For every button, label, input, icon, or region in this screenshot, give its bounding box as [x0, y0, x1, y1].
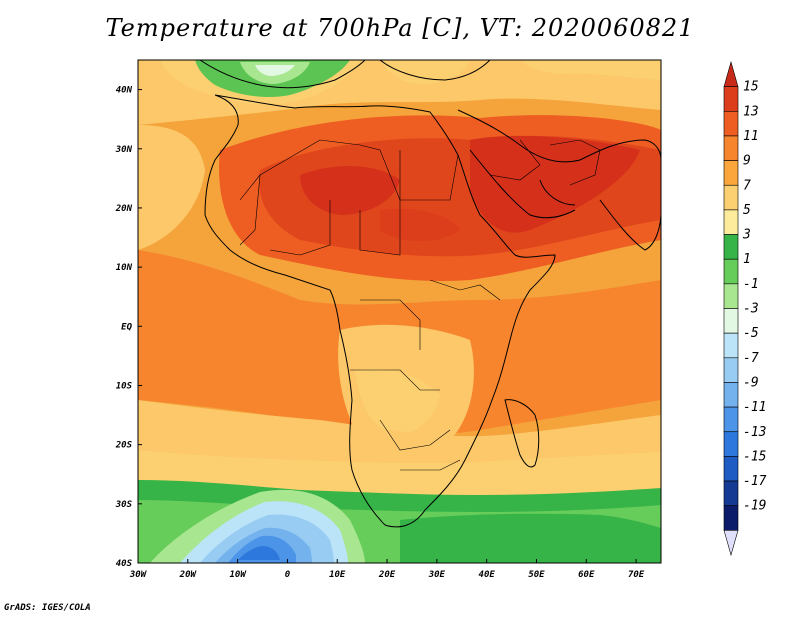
country-borders [239, 139, 601, 471]
colorbar: 15 13 11 9 7 5 3 1 -1 -3 -5 -7 -9 -11 -13 -15 -17 -19 [723, 60, 767, 557]
colorbar-label: 1 [743, 252, 751, 267]
colorbar-label: 7 [743, 178, 751, 193]
colorbar-label: 5 [743, 203, 751, 218]
colorbar-label: -15 [743, 449, 767, 464]
colorbar-swatch [723, 406, 739, 433]
colorbar-swatch [723, 60, 739, 87]
lon-tick-label: 70E [628, 570, 645, 580]
colorbar-swatch [723, 135, 739, 161]
colorbar-swatch [723, 111, 739, 137]
colorbar-label: 11 [743, 129, 759, 144]
plot-frame [137, 59, 662, 564]
colorbar-label: 3 [742, 228, 751, 243]
colorbar-label: -3 [743, 302, 759, 317]
lat-tick-label: 40S [116, 559, 133, 569]
colorbar-swatch [723, 382, 739, 408]
colorbar-swatch [723, 209, 739, 235]
coastlines [199, 60, 661, 528]
lon-tick-label: 60E [578, 570, 595, 580]
colorbar-swatch [723, 86, 739, 112]
colorbar-label: -1 [743, 277, 759, 292]
credit-text: GrADS: IGES/COLA [4, 603, 91, 613]
colorbar-swatch [723, 530, 739, 557]
lon-tick-label: 50E [528, 570, 545, 580]
lon-tick-label: 20E [378, 570, 396, 580]
colorbar-swatch [723, 184, 739, 211]
colorbar-label: -9 [743, 375, 759, 390]
lon-tick-label: 10E [329, 570, 346, 580]
colorbar-swatch [723, 456, 739, 482]
colorbar-swatch [723, 308, 739, 334]
colorbar-label: -7 [743, 351, 759, 366]
lat-tick-label: 10N [116, 263, 133, 273]
colorbar-swatch [723, 258, 739, 285]
colorbar-label: -17 [743, 474, 767, 489]
colorbar-swatch [723, 357, 739, 383]
lon-tick-label: 40E [479, 570, 496, 580]
lon-tick-label: 30E [428, 570, 446, 580]
colorbar-label: -13 [743, 425, 766, 440]
colorbar-swatch [723, 234, 739, 260]
colorbar-swatch [723, 480, 739, 506]
temperature-field [138, 60, 661, 563]
colorbar-swatch [723, 332, 739, 359]
colorbar-label: 9 [743, 154, 751, 169]
lon-tick-label: 10W [229, 570, 247, 580]
colorbar-swatch [723, 431, 739, 457]
colorbar-swatch [723, 283, 739, 309]
lat-tick-label: 30N [115, 145, 133, 155]
lat-tick-label: 30S [115, 500, 133, 510]
colorbar-label: -19 [743, 499, 766, 514]
lon-tick-label: 0 [285, 570, 291, 580]
colorbar-label: 13 [743, 104, 759, 119]
lat-tick-label: 20S [115, 441, 133, 451]
colorbar-swatch [723, 160, 739, 186]
colorbar-label: -5 [743, 326, 759, 341]
lat-tick-label: EQ [121, 322, 132, 332]
lat-tick-label: 20N [115, 204, 133, 214]
latitude-axis: 40N 30N 20N 10N EQ 10S 20S 30S 40S [115, 86, 142, 569]
lon-tick-label: 30W [129, 570, 148, 580]
lon-tick-label: 20W [179, 570, 198, 580]
colorbar-label: 15 [743, 80, 759, 95]
lat-tick-label: 40N [116, 86, 133, 96]
map-title: Temperature at 700hPa [C], VT: 202006082… [105, 14, 695, 42]
colorbar-label: -11 [743, 400, 766, 415]
longitude-axis: 30W 20W 10W 0 10E 20E 30E 40E 50E 60E 70E [129, 559, 645, 580]
lat-tick-label: 10S [116, 381, 133, 391]
colorbar-swatch [723, 505, 739, 531]
